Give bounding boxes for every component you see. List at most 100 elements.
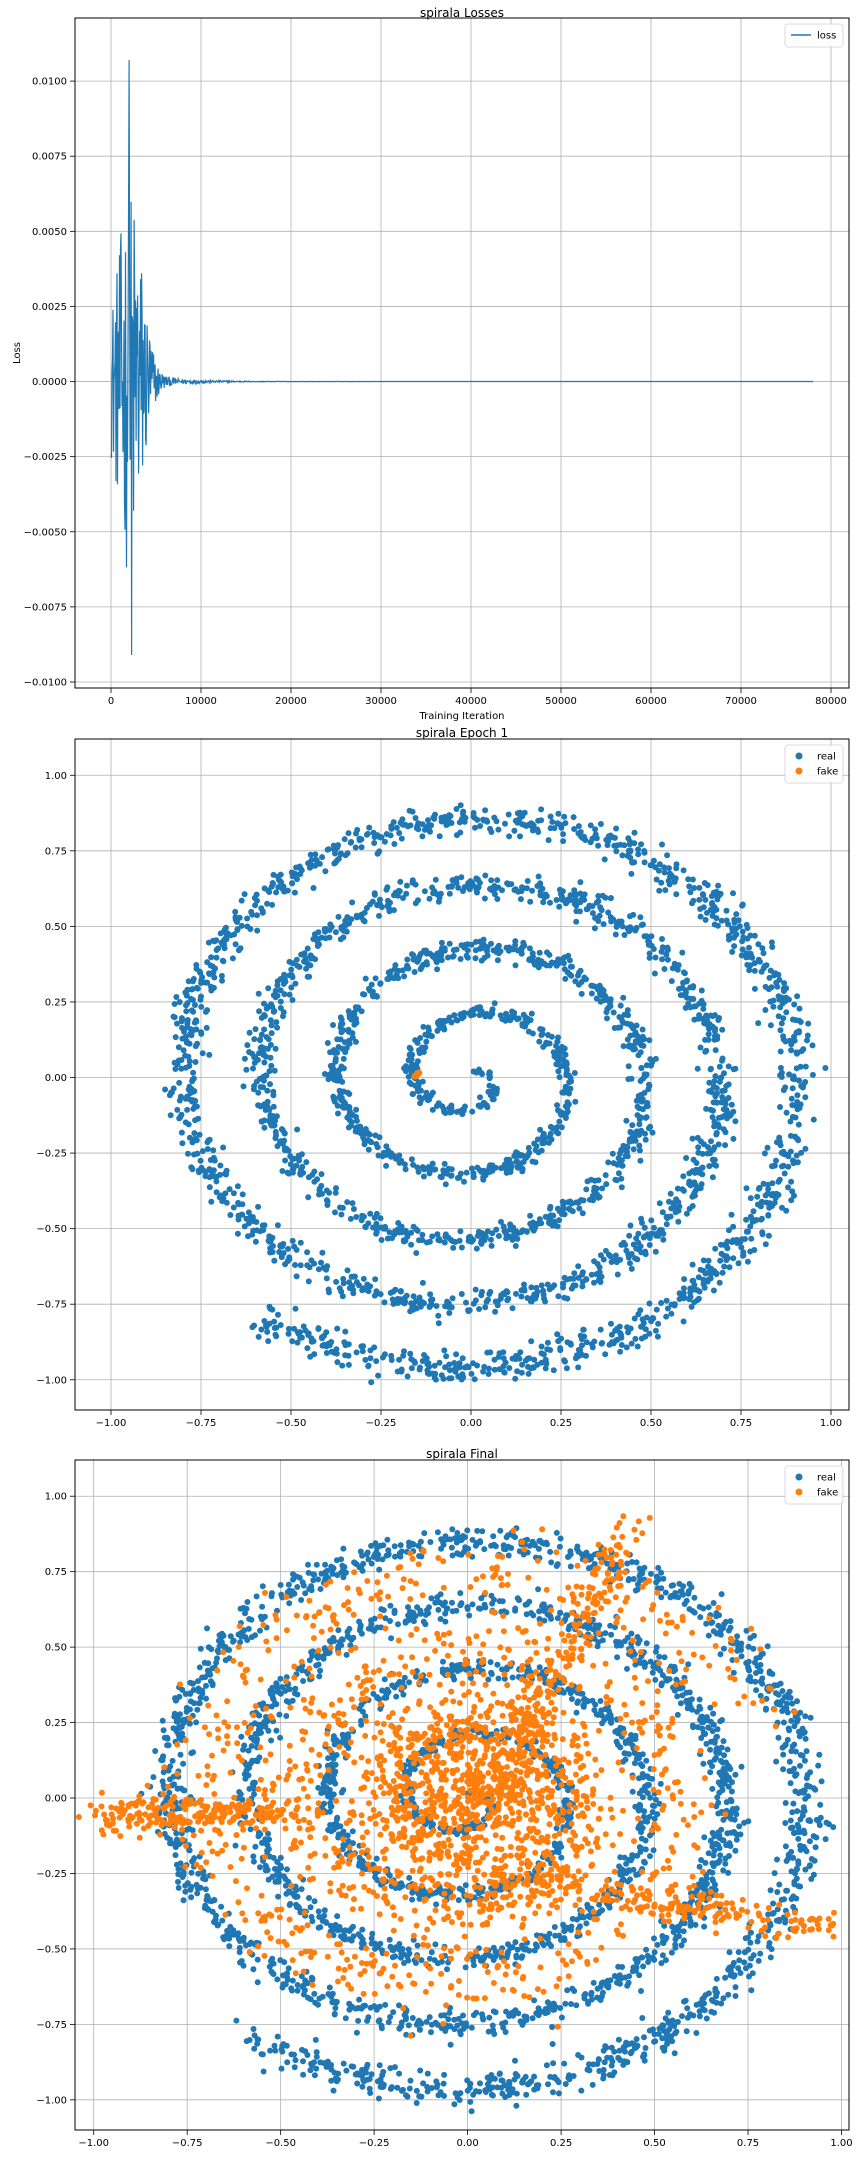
real-point [599,1185,606,1192]
real-point [426,1955,433,1962]
real-point [229,955,236,962]
real-point [638,922,645,928]
real-point [304,960,311,966]
real-point [601,856,608,863]
real-point [220,1144,227,1151]
real-point [332,1209,338,1216]
real-point [562,975,569,982]
real-point [773,1157,779,1164]
real-point [397,878,404,885]
real-point [551,1282,558,1289]
real-point [747,1213,754,1220]
real-point [618,1157,625,1164]
real-point [345,830,352,837]
real-point [525,1144,532,1151]
real-point [713,1129,720,1136]
real-point [446,1367,453,1374]
real-point [311,1351,318,1358]
real-point [778,1149,785,1156]
real-point [494,896,501,902]
real-point [697,1614,704,1621]
real-point [730,1223,737,1230]
y-tick-label: −0.0100 [24,677,67,688]
real-point [715,1017,722,1023]
real-point [696,1184,703,1191]
real-point [638,1249,645,1256]
real-point [262,1072,269,1079]
real-point [360,1134,367,1141]
real-point [708,1087,714,1094]
real-point [625,835,632,842]
real-point [233,918,240,925]
real-point [364,830,371,837]
real-point [546,1286,553,1293]
real-point [250,1853,257,1860]
real-point [750,1645,757,1652]
real-point [646,1082,653,1089]
real-point [277,1854,284,1861]
real-point [408,1156,415,1163]
real-point [695,1149,702,1156]
real-point [416,1294,423,1301]
real-point [648,1570,654,1577]
real-point [628,1250,635,1257]
real-point [608,1259,615,1265]
real-point [752,1217,759,1224]
real-point [538,806,545,813]
real-point [513,1290,519,1297]
real-point [728,1211,735,1218]
y-tick-label: −0.25 [36,1149,67,1160]
real-point [554,1223,561,1230]
real-point [673,1196,680,1203]
real-point [638,841,645,848]
real-point [617,1330,624,1337]
real-point [259,1603,266,1610]
real-point [577,899,584,906]
real-point [421,826,428,833]
real-point [700,1257,707,1264]
real-point [515,1230,522,1236]
real-point [274,1222,281,1229]
real-point [661,869,668,876]
real-point [189,1166,196,1173]
real-point [780,1719,787,1726]
real-point [275,1311,281,1318]
real-point [410,1293,417,1300]
real-point [210,1147,217,1154]
real-point [537,1126,544,1133]
real-point [710,1107,716,1114]
real-point [746,967,753,974]
real-point [285,1581,292,1588]
real-point [175,1044,182,1051]
real-point [249,1214,256,1221]
real-point [621,1638,628,1645]
real-point [703,1105,710,1112]
real-point [517,833,523,840]
real-point [369,898,376,905]
real-point [281,1137,288,1144]
real-point [256,1008,263,1015]
real-point [346,1285,353,1292]
real-point [711,921,718,928]
real-point [787,1148,794,1155]
real-point [435,1312,442,1319]
real-point [275,1893,282,1900]
x-tick-label: −1.00 [78,2138,109,2149]
real-point [497,1012,504,1019]
real-point [265,985,272,992]
real-point [636,1142,643,1149]
real-point [345,1124,352,1131]
real-point [205,939,212,946]
real-point [342,1328,349,1335]
real-point [778,1163,785,1170]
real-point [189,978,196,985]
real-point [192,1059,199,1065]
real-point [785,996,792,1003]
real-point [176,1115,183,1122]
real-point [369,988,376,995]
real-point [238,922,245,929]
real-point [547,1205,553,1212]
real-point [270,1088,277,1095]
real-point [481,1363,488,1370]
real-point [406,1079,413,1086]
